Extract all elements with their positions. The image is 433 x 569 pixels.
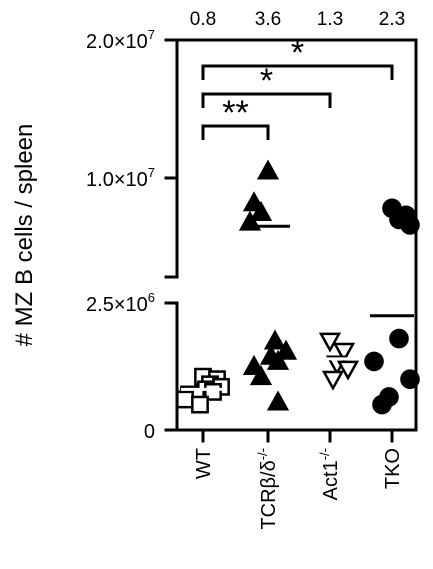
y-tick-label: 1.0×107 [86,165,155,191]
y-tick-label: 0 [144,421,155,443]
data-point-triangle-down [318,332,342,353]
data-point-triangle-up [263,329,287,350]
data-points [176,159,420,415]
fold-change-label: 3.6 [255,9,281,30]
x-tick-labels: WT TCRβ/δ-/- Act1-/- TKO [193,448,404,530]
y-tick-labels: 0 2.5×106 1.0×107 2.0×107 [86,27,155,443]
y-tick-label: 2.0×107 [86,27,155,53]
data-point-triangle-up [274,339,298,360]
data-point-triangle-up [249,365,273,386]
y-tick-label: 2.5×106 [86,290,155,316]
x-tick-label: Act1-/- [317,448,342,500]
axes [164,38,418,443]
x-tick-label: TKO [382,448,404,489]
data-point-circle [400,215,420,235]
significance-label: * [291,34,304,72]
data-point-circle [400,369,420,390]
x-tick-label: WT [193,448,215,479]
mean-lines [181,224,414,391]
data-point-circle [372,394,392,415]
data-point-circle [364,351,384,372]
data-point-triangle-up [266,390,290,411]
data-point-triangle-up [249,200,273,221]
data-point-triangle-down [332,342,356,363]
significance-bracket [201,124,270,140]
significance-bracket [201,92,332,108]
data-point-square [191,395,209,414]
x-tick-label: TCRβ/δ-/- [255,448,280,530]
fold-change-label: 2.3 [379,9,405,30]
data-point-square [176,390,194,409]
data-point-triangle-up [256,159,280,180]
y-axis-label: # MZ B cells / spleen [11,124,38,347]
data-point-triangle-down [321,370,345,391]
significance-bracket [201,64,394,80]
significance-label: * [260,62,273,100]
data-point-circle [389,328,409,349]
fold-change-labels: 0.8 3.6 1.3 2.3 [190,9,405,30]
data-point-triangle-up [266,349,290,370]
significance-brackets: **** [201,34,394,140]
significance-label: ** [222,94,248,132]
data-point-triangle-down [336,360,360,381]
fold-change-label: 1.3 [317,9,343,30]
fold-change-label: 0.8 [190,9,216,30]
